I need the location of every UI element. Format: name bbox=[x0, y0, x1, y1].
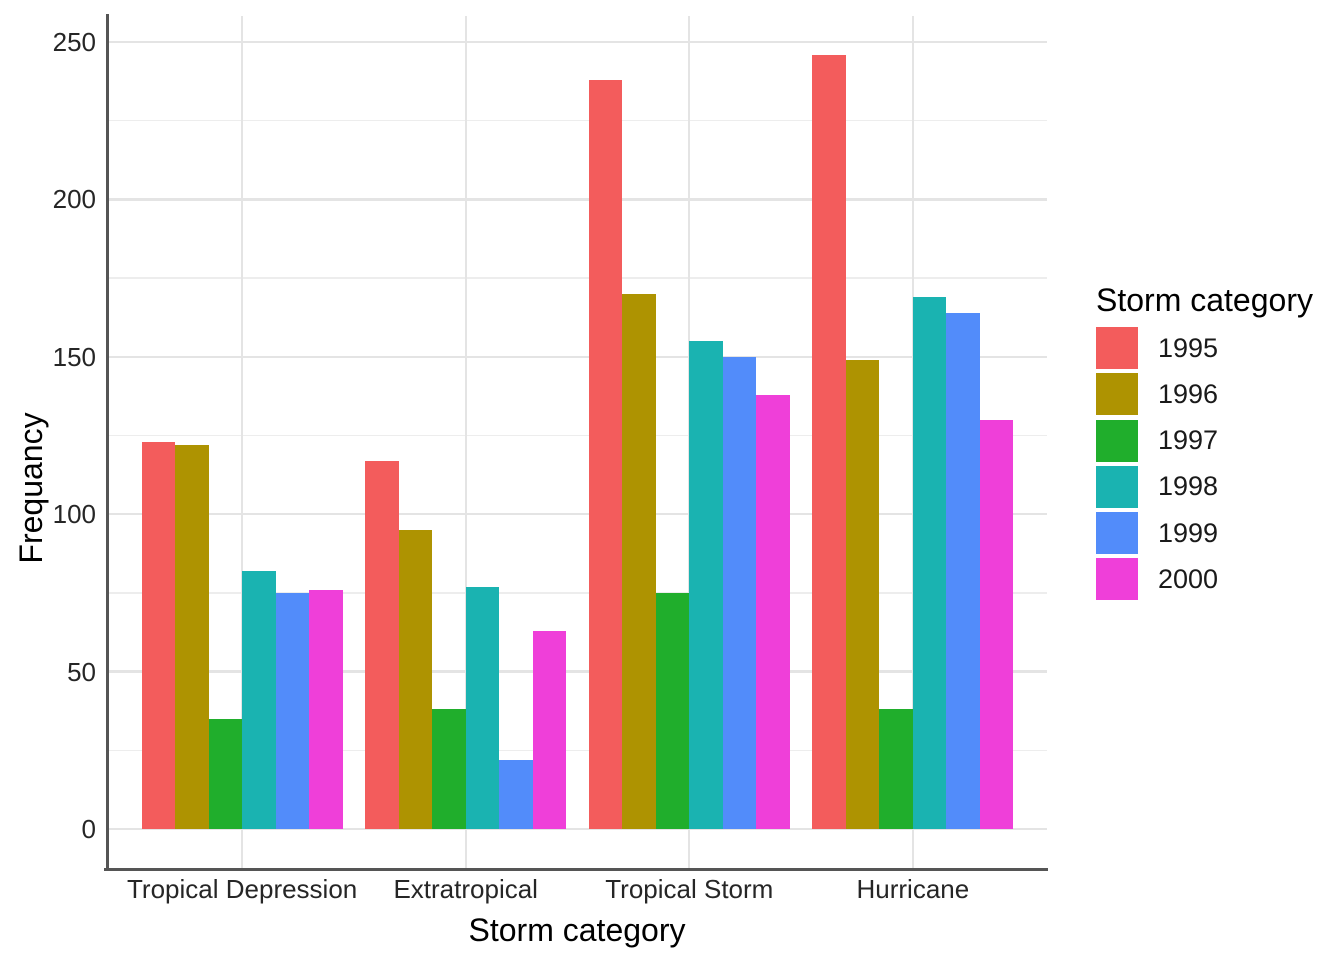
bar-tropical-storm-1998 bbox=[689, 341, 723, 829]
bar-tropical-storm-2000 bbox=[756, 394, 790, 829]
legend-label: 1998 bbox=[1158, 471, 1219, 502]
gridline-y-minor bbox=[108, 277, 1047, 279]
x-axis-line bbox=[104, 868, 1048, 871]
gridline-y-minor bbox=[108, 434, 1047, 437]
legend-entry-2000: 2000 bbox=[1096, 558, 1313, 601]
gridline-y-minor bbox=[108, 119, 1047, 122]
bar-tropical-depression-1996 bbox=[175, 444, 209, 829]
legend-label: 1997 bbox=[1158, 425, 1219, 456]
plot-panel bbox=[108, 16, 1047, 868]
bar-hurricane-1998 bbox=[912, 296, 947, 829]
bar-hurricane-2000 bbox=[979, 419, 1014, 829]
y-tick-label: 250 bbox=[52, 27, 96, 57]
gridline-y-major bbox=[108, 40, 1047, 44]
bar-tropical-depression-2000 bbox=[309, 589, 343, 829]
x-tick-label-extratropical: Extratropical bbox=[393, 874, 538, 904]
legend-key-1997-swatch bbox=[1096, 419, 1138, 462]
bar-extratropical-1997 bbox=[432, 709, 466, 829]
gridline-x bbox=[688, 16, 691, 868]
bar-tropical-depression-1999 bbox=[275, 592, 310, 829]
legend-entry-1995: 1995 bbox=[1096, 327, 1313, 369]
gridline-y-minor bbox=[108, 749, 1047, 752]
bar-tropical-depression-1998 bbox=[242, 570, 276, 829]
bar-tropical-storm-1996 bbox=[622, 293, 656, 829]
bar-tropical-storm-1995 bbox=[588, 79, 623, 829]
bar-hurricane-1995 bbox=[812, 54, 846, 829]
bar-hurricane-1999 bbox=[946, 312, 980, 829]
legend-entries: 1995 1996 1997 1998 1999 2000 bbox=[1096, 327, 1313, 601]
bar-extratropical-1998 bbox=[465, 586, 500, 829]
legend-title: Storm category bbox=[1096, 282, 1313, 318]
bar-tropical-storm-1999 bbox=[722, 356, 757, 829]
bar-extratropical-1996 bbox=[398, 529, 433, 829]
legend-label: 2000 bbox=[1158, 563, 1219, 594]
bar-tropical-depression-1997 bbox=[208, 718, 243, 829]
gridline-y-major bbox=[108, 827, 1047, 831]
y-tick-label: 50 bbox=[67, 656, 96, 687]
legend-label: 1995 bbox=[1158, 332, 1219, 363]
bar-hurricane-1996 bbox=[845, 359, 880, 829]
bar-extratropical-1999 bbox=[499, 759, 533, 829]
y-axis-line bbox=[105, 14, 109, 871]
gridline-y-major bbox=[108, 198, 1047, 201]
x-tick-label-tropical-depression: Tropical Depression bbox=[127, 874, 358, 904]
legend-key-1999-swatch bbox=[1096, 512, 1138, 555]
y-tick-label: 0 bbox=[81, 814, 96, 844]
bar-extratropical-1995 bbox=[365, 460, 399, 829]
legend: Storm category 1995 1996 1997 1998 1999 2000 bbox=[1096, 281, 1313, 605]
gridline-y-minor bbox=[108, 592, 1047, 594]
x-tick-label-tropical-storm: Tropical Storm bbox=[605, 874, 774, 904]
legend-label: 1996 bbox=[1158, 378, 1219, 409]
legend-key-2000-swatch bbox=[1096, 558, 1138, 601]
bar-tropical-depression-1995 bbox=[141, 441, 176, 829]
x-tick-label-hurricane: Hurricane bbox=[856, 874, 970, 904]
gridline-y-major bbox=[108, 670, 1047, 673]
legend-label: 1999 bbox=[1158, 517, 1219, 548]
legend-entry-1998: 1998 bbox=[1096, 465, 1313, 508]
bar-hurricane-1997 bbox=[879, 709, 913, 829]
gridline-y-major bbox=[108, 513, 1047, 516]
gridline-x bbox=[240, 16, 244, 868]
gridline-y-major bbox=[108, 355, 1047, 358]
y-tick-label: 100 bbox=[52, 499, 96, 530]
legend-key-1998-swatch bbox=[1096, 465, 1138, 508]
y-tick-label: 200 bbox=[52, 184, 96, 215]
x-axis-title: Storm category bbox=[468, 912, 686, 948]
y-tick-label: 150 bbox=[52, 341, 96, 372]
bar-extratropical-2000 bbox=[532, 630, 567, 829]
legend-key-1995-swatch bbox=[1096, 327, 1138, 369]
gridline-x bbox=[464, 16, 467, 868]
bar-tropical-storm-1997 bbox=[655, 592, 690, 829]
y-axis-title: Frequancy bbox=[13, 412, 49, 564]
legend-entry-1999: 1999 bbox=[1096, 512, 1313, 555]
legend-entry-1997: 1997 bbox=[1096, 419, 1313, 462]
legend-key-1996-swatch bbox=[1096, 373, 1138, 416]
legend-entry-1996: 1996 bbox=[1096, 373, 1313, 416]
